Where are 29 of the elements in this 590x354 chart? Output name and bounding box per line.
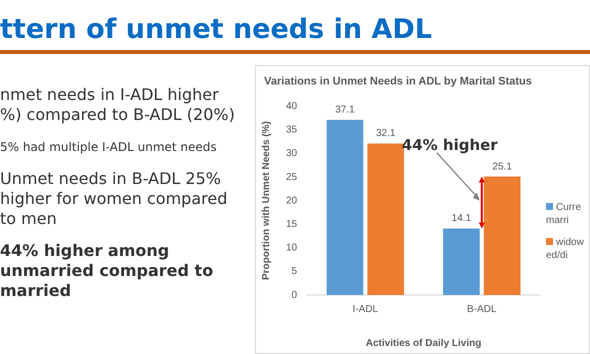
- y-tick-label: 30: [286, 148, 298, 160]
- y-tick-label: 10: [286, 242, 298, 254]
- y-tick-label: 40: [286, 100, 298, 112]
- text: ttern of unmet needs in ADL: [0, 14, 432, 45]
- y-axis-title: Proportion with Unmet Needs (%): [260, 121, 272, 280]
- y-tick-label: 25: [286, 172, 298, 183]
- y-tick-label: 35: [286, 124, 298, 136]
- chart-title: Variations in Unmet Needs in ADL by Marital Status: [264, 76, 532, 88]
- text: Unmet needs in B-ADL 25% higher for women compared to men: [0, 169, 228, 229]
- legend-label: Curre marri: [546, 201, 582, 228]
- y-tick-label: 15: [286, 218, 298, 230]
- text: nmet needs in I-ADL higher %) compared to B-ADL (20%): [0, 85, 236, 125]
- annotation: 44% higher: [402, 136, 498, 154]
- y-tick-label: 20: [286, 195, 298, 206]
- x-tick-label: I-ADL: [352, 304, 379, 315]
- y-tick-label: 5: [292, 266, 298, 278]
- bar: [484, 176, 520, 295]
- data-label: 14.1: [452, 213, 472, 224]
- bar: [326, 120, 364, 295]
- data-label: 32.1: [376, 128, 396, 140]
- text: 5% had multiple I-ADL unmet needs: [0, 139, 218, 156]
- text: 44% higher among unmarried compared to married: [0, 241, 214, 301]
- x-tick-label: B-ADL: [467, 304, 497, 315]
- x-axis-title: Activities of Daily Living: [366, 338, 482, 349]
- y-tick-label: 0: [292, 290, 298, 301]
- bar: [443, 228, 480, 295]
- data-label: 25.1: [492, 161, 512, 172]
- legend-label: widow ed/di: [546, 236, 585, 262]
- data-label: 37.1: [335, 104, 356, 116]
